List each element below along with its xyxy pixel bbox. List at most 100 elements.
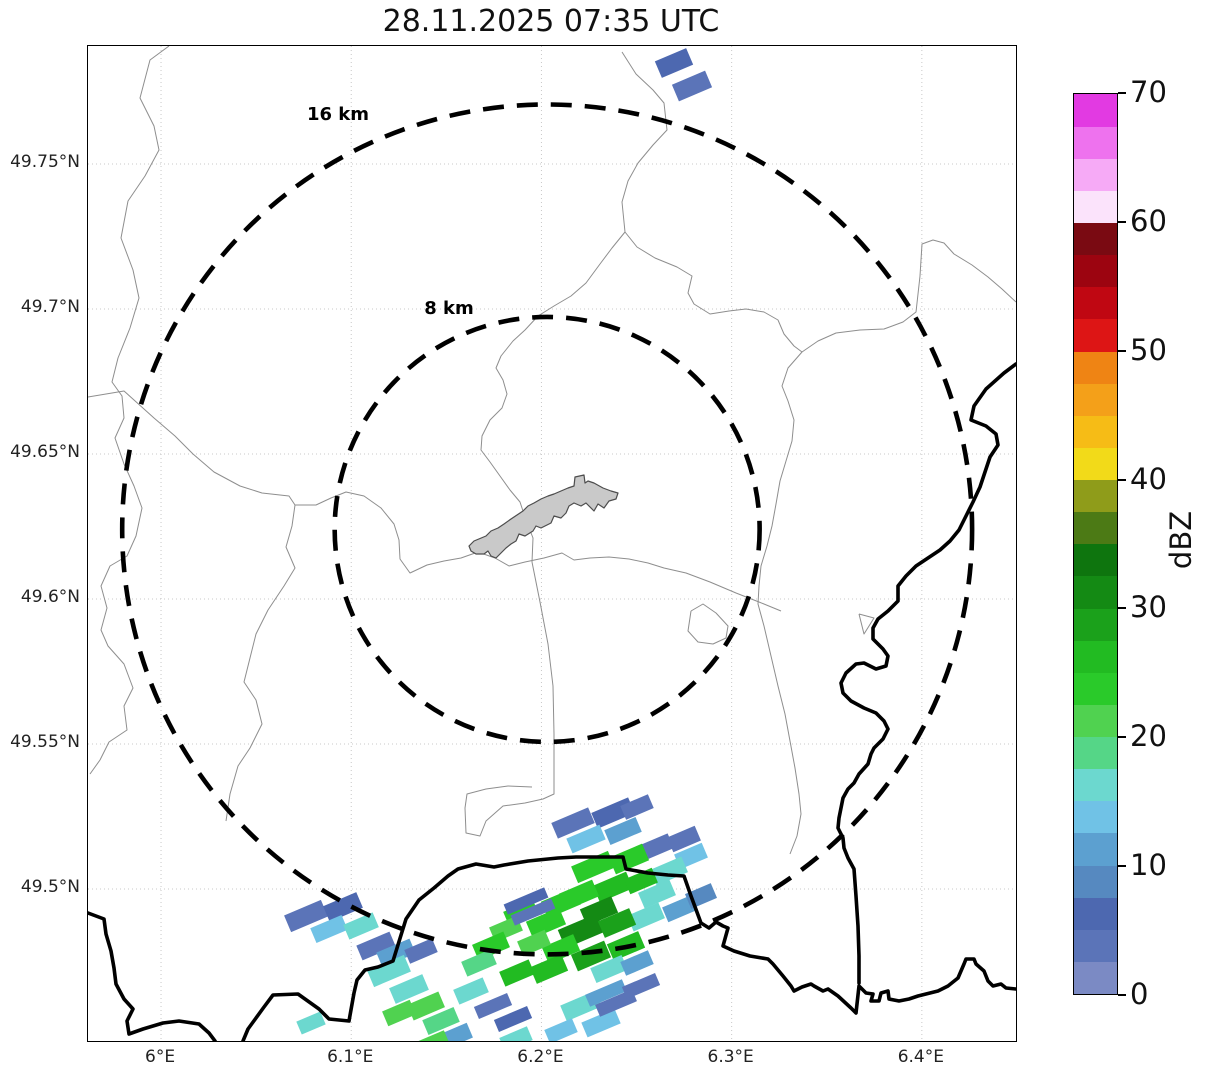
colorbar-segment (1074, 318, 1117, 352)
colorbar-tick (1118, 220, 1126, 223)
radar-cell (356, 931, 396, 961)
colorbar-segment (1074, 94, 1117, 127)
radar-cell (570, 940, 612, 972)
colorbar-tick-label: 0 (1130, 977, 1149, 1011)
radar-cell (503, 887, 549, 915)
admin-boundary (480, 231, 626, 563)
lon-tick-label: 6.1°E (327, 1047, 374, 1067)
lat-tick-label: 49.65°N (10, 442, 80, 463)
colorbar-tick (1118, 92, 1126, 94)
colorbar-segment (1074, 351, 1117, 384)
radar-cell-rect (585, 979, 627, 1007)
radar-cell (667, 825, 701, 853)
lon-tick-label: 6.3°E (707, 1047, 754, 1067)
colorbar-segment (1074, 608, 1117, 641)
radar-cell (571, 850, 615, 884)
radar-cell (296, 1011, 326, 1035)
radar-cell (638, 833, 674, 861)
radar-cell-rect (472, 931, 510, 961)
radar-cell-rect (296, 1011, 326, 1035)
range-ring-label: 8 km (424, 298, 474, 319)
radar-cell (638, 879, 676, 909)
radar-cell (499, 1026, 533, 1041)
radar-cell (367, 954, 411, 988)
radar-cell (472, 931, 510, 961)
radar-cell-rect (627, 902, 665, 932)
colorbar-tick-label: 50 (1130, 332, 1167, 367)
radar-cell-rect (473, 992, 513, 1020)
colorbar-tick (1118, 478, 1126, 481)
colorbar-segment (1074, 768, 1117, 802)
country-border (836, 362, 1016, 985)
radar-cell (621, 972, 661, 1000)
lon-tick-label: 6.4°E (897, 1047, 944, 1067)
radar-cell-rect (540, 887, 582, 919)
colorbar-tick-label: 10 (1130, 848, 1167, 883)
radar-cell-rect (404, 938, 438, 964)
radar-cell-rect (566, 824, 606, 854)
radar-cell-rect (621, 972, 661, 1000)
admin-boundary (89, 46, 170, 775)
radar-cell (597, 908, 637, 938)
radar-cell-rect (529, 954, 569, 984)
colorbar (1073, 93, 1118, 995)
colorbar-segment (1074, 897, 1117, 930)
range-ring (332, 314, 762, 745)
radar-cell (654, 48, 694, 78)
radar-cell (620, 794, 654, 820)
admin-boundary (757, 351, 803, 855)
radar-cell-rect (439, 1022, 473, 1041)
colorbar-segment (1074, 543, 1117, 577)
radar-cell-rect (604, 816, 642, 846)
colorbar-tick (1118, 994, 1126, 996)
figure-title: 28.11.2025 07:35 UTC (382, 4, 720, 39)
colorbar-segment (1074, 286, 1117, 320)
radar-cell (590, 954, 628, 984)
radar-cell (439, 1022, 473, 1041)
radar-cell-rect (597, 908, 637, 938)
lon-tick-label: 6°E (145, 1047, 176, 1067)
radar-cell (422, 1006, 460, 1036)
colorbar-segment (1074, 126, 1117, 159)
radar-cell-rect (551, 807, 595, 839)
radar-cell-rect (493, 1005, 533, 1033)
radar-cell-rect (590, 954, 628, 984)
radar-cell (662, 895, 696, 923)
radar-cell-rect (310, 914, 348, 944)
radar-cell (453, 977, 489, 1005)
radar-cell-rect (416, 1030, 450, 1041)
radar-cell (650, 856, 688, 886)
radar-cell-rect (671, 70, 713, 102)
radar-cell (510, 898, 556, 926)
radar-cell (529, 954, 569, 984)
radar-cell (473, 992, 513, 1020)
radar-cell-rect (499, 959, 535, 987)
colorbar-segment (1074, 575, 1117, 609)
radar-cell (284, 899, 328, 933)
radar-cell (310, 914, 348, 944)
radar-cell (389, 974, 429, 1004)
radar-cell-rect (608, 843, 650, 875)
radar-cell (517, 929, 551, 957)
radar-cell-rect (650, 856, 688, 886)
radar-cell (493, 1005, 533, 1033)
radar-cell-rect (544, 1018, 578, 1041)
colorbar-tick-label: 60 (1130, 203, 1167, 238)
colorbar-segment (1074, 736, 1117, 770)
radar-cell-rect (662, 895, 696, 923)
radar-cell-rect (343, 912, 379, 940)
admin-boundary (621, 51, 1016, 353)
radar-cell (382, 999, 416, 1027)
colorbar-segment (1074, 704, 1117, 738)
colorbar-tick-label: 20 (1130, 719, 1167, 754)
colorbar-segment (1074, 254, 1117, 288)
country-border (241, 855, 1016, 1041)
radar-cell (540, 887, 582, 919)
radar-cell-rect (581, 1008, 621, 1038)
radar-cell (604, 816, 642, 846)
lat-tick-label: 49.5°N (20, 877, 80, 898)
colorbar-segment (1074, 415, 1117, 448)
radar-cell-rect (638, 879, 676, 909)
radar-cell (627, 902, 665, 932)
